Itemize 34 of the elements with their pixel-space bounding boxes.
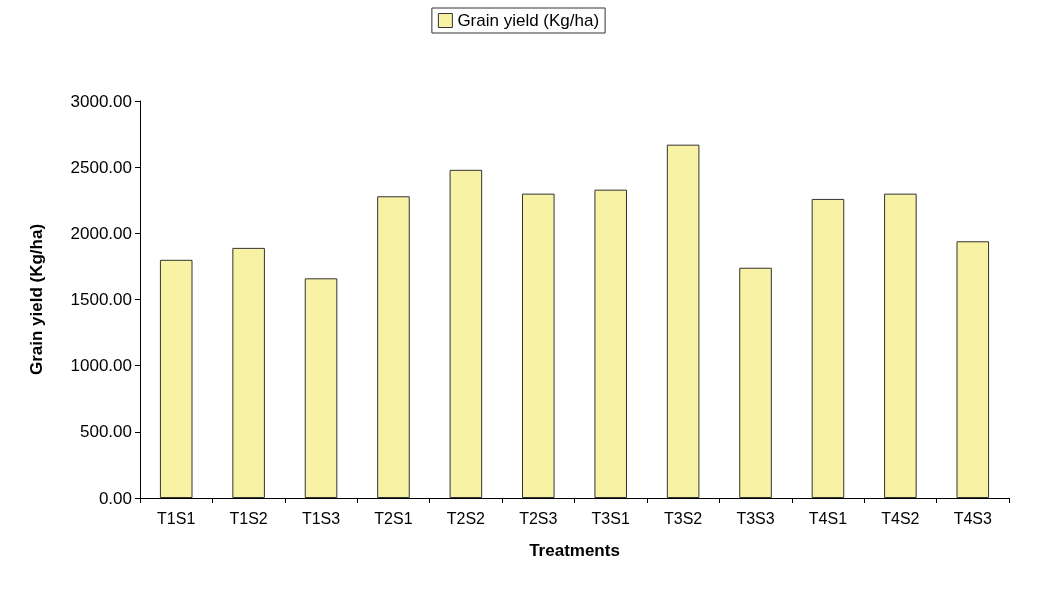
x-tick-label: T1S2 xyxy=(229,509,268,527)
x-axis-title: Treatments xyxy=(529,541,620,560)
x-tick-label: T1S3 xyxy=(301,509,341,527)
x-tick-label: T1S1 xyxy=(157,509,196,527)
y-tick-label: 0.00 xyxy=(98,488,132,508)
bar xyxy=(811,198,845,498)
bar xyxy=(449,169,483,498)
bar xyxy=(594,189,627,498)
y-tick-label: 1000.00 xyxy=(70,356,132,376)
bar xyxy=(666,144,700,498)
bar xyxy=(232,247,265,498)
y-tick-label: 500.00 xyxy=(80,422,132,442)
bar xyxy=(377,196,410,498)
bar xyxy=(304,278,338,498)
x-tick-label: T4S3 xyxy=(953,509,993,527)
x-tick-label: T2S2 xyxy=(446,509,486,527)
x-tick-label: T4S2 xyxy=(881,509,920,527)
bar xyxy=(884,193,917,498)
y-axis-title: Grain yield (Kg/ha) xyxy=(27,223,46,376)
x-tick-label: T3S3 xyxy=(736,509,775,527)
y-tick-label: 1500.00 xyxy=(70,290,132,309)
bar xyxy=(522,193,555,498)
x-tick-label: T3S2 xyxy=(664,509,703,527)
legend-label: Grain yield (Kg/ha) xyxy=(457,11,600,30)
y-tick-label: 2500.00 xyxy=(70,157,132,177)
y-tick-label: 2000.00 xyxy=(70,223,132,243)
x-tick-label: T2S1 xyxy=(374,509,413,527)
x-tick-label: T3S1 xyxy=(591,509,630,527)
bar xyxy=(739,267,772,498)
bar xyxy=(159,259,193,498)
bar xyxy=(956,241,990,498)
y-tick-label: 3000.00 xyxy=(70,91,132,111)
x-tick-label: T4S1 xyxy=(808,509,848,527)
x-tick-label: T2S3 xyxy=(519,509,558,527)
